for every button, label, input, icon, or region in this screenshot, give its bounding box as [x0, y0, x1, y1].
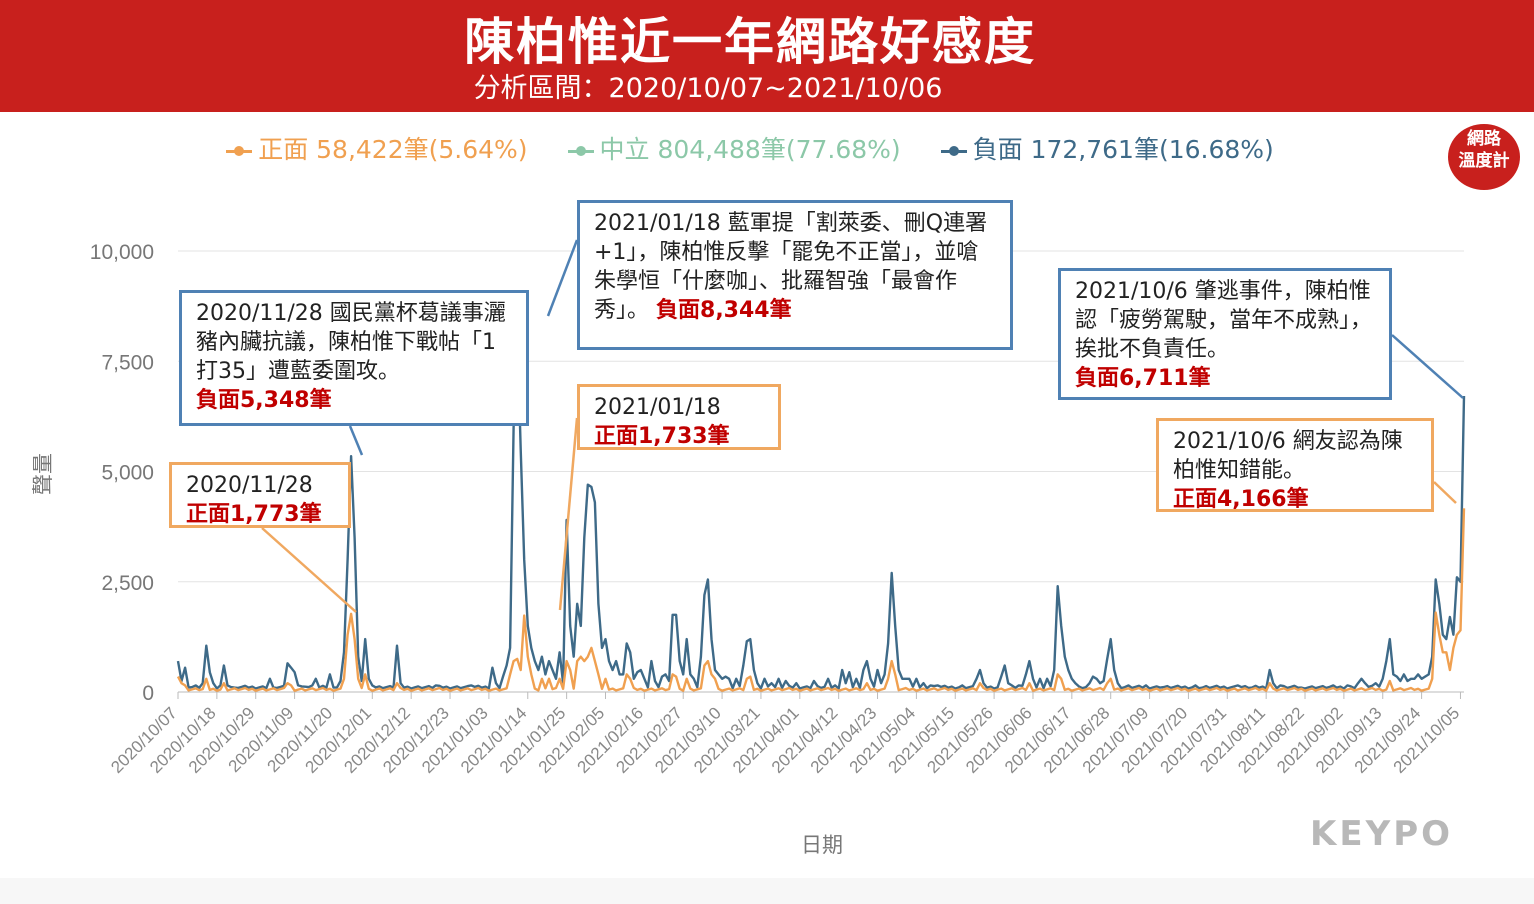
annotation-text: 2021/10/6 網友認為陳柏惟知錯能。: [1173, 429, 1403, 483]
legend-item-neutral[interactable]: 中立 804,488筆(77.68%): [567, 130, 901, 166]
chart-legend: 正面 58,422筆(5.64%) 中立 804,488筆(77.68%) 負面…: [0, 130, 1500, 166]
y-tick-label: 10,000: [90, 241, 154, 264]
header-banner: 陳柏惟近一年網路好感度 分析區間：2020/10/07~2021/10/06: [0, 0, 1534, 112]
annotation-highlight: 正面1,733筆: [594, 424, 730, 449]
badge-line2: 溫度計: [1458, 151, 1510, 171]
y-tick-label: 5,000: [101, 462, 154, 485]
annotation-text: 2020/11/28 國民黨杯葛議事灑豬內臟抗議，陳柏惟下戰帖「1打35」遭藍委…: [196, 301, 506, 384]
page-subtitle: 分析區間：2020/10/07~2021/10/06: [473, 73, 943, 104]
legend-label-negative: 負面 172,761筆(16.68%): [972, 135, 1274, 164]
annotation-leader-line: [546, 239, 579, 317]
annotation-highlight: 負面8,344筆: [656, 298, 792, 323]
annotation-text: 2021/10/6 肇逃事件，陳柏惟認「疲勞駕駛，當年不成熟」，挨批不負責任。: [1075, 279, 1373, 362]
annotation-leader-line: [348, 425, 364, 456]
annotation-leader-line: [261, 527, 357, 613]
annotation-leader-line: [1433, 481, 1457, 504]
y-axis-title: 聲量: [31, 453, 55, 495]
legend-marker-neutral: [567, 145, 594, 156]
annotation-negative-1128: 2020/11/28 國民黨杯葛議事灑豬內臟抗議，陳柏惟下戰帖「1打35」遭藍委…: [179, 290, 529, 426]
x-axis-title: 日期: [801, 833, 843, 857]
legend-item-positive[interactable]: 正面 58,422筆(5.64%): [226, 130, 528, 166]
legend-marker-positive: [226, 145, 253, 156]
footer-strip: [0, 878, 1534, 904]
annotation-highlight: 正面4,166筆: [1173, 487, 1309, 512]
legend-marker-negative: [940, 145, 967, 156]
annotation-text: 2021/01/18: [594, 395, 721, 420]
annotation-leader-line: [1391, 334, 1464, 399]
legend-label-neutral: 中立 804,488筆(77.68%): [599, 135, 901, 164]
keypo-logo: KEYPO: [1310, 814, 1454, 854]
annotation-text: 2020/11/28: [186, 473, 313, 498]
annotation-highlight: 負面5,348筆: [196, 388, 332, 413]
series-line-positive: [176, 508, 1466, 692]
series-line-negative: [176, 322, 1466, 690]
annotation-negative-0118: 2021/01/18 藍軍提「割萊委、刪Q連署+1」，陳柏惟反擊「罷免不正當」，…: [577, 200, 1013, 350]
annotation-text: 2021/01/18 藍軍提「割萊委、刪Q連署+1」，陳柏惟反擊「罷免不正當」，…: [594, 211, 988, 323]
page-title: 陳柏惟近一年網路好感度: [464, 13, 1036, 71]
annotation-positive-1128: 2020/11/28 正面1,773筆: [169, 462, 351, 528]
thermometer-logo: 網路 溫度計: [1448, 124, 1520, 190]
annotation-highlight: 負面6,711筆: [1075, 366, 1211, 391]
y-tick-label: 0: [142, 682, 154, 705]
y-tick-label: 2,500: [101, 572, 154, 595]
badge-line1: 網路: [1467, 129, 1501, 149]
annotation-positive-0118: 2021/01/18 正面1,733筆: [577, 384, 781, 450]
legend-label-positive: 正面 58,422筆(5.64%): [258, 135, 528, 164]
annotation-positive-1006: 2021/10/6 網友認為陳柏惟知錯能。 正面4,166筆: [1156, 418, 1434, 512]
annotation-leader-line: [558, 417, 579, 611]
annotation-negative-1006: 2021/10/6 肇逃事件，陳柏惟認「疲勞駕駛，當年不成熟」，挨批不負責任。 …: [1058, 268, 1392, 400]
legend-item-negative[interactable]: 負面 172,761筆(16.68%): [940, 130, 1274, 166]
annotation-highlight: 正面1,773筆: [186, 502, 322, 527]
y-tick-label: 7,500: [101, 351, 154, 374]
